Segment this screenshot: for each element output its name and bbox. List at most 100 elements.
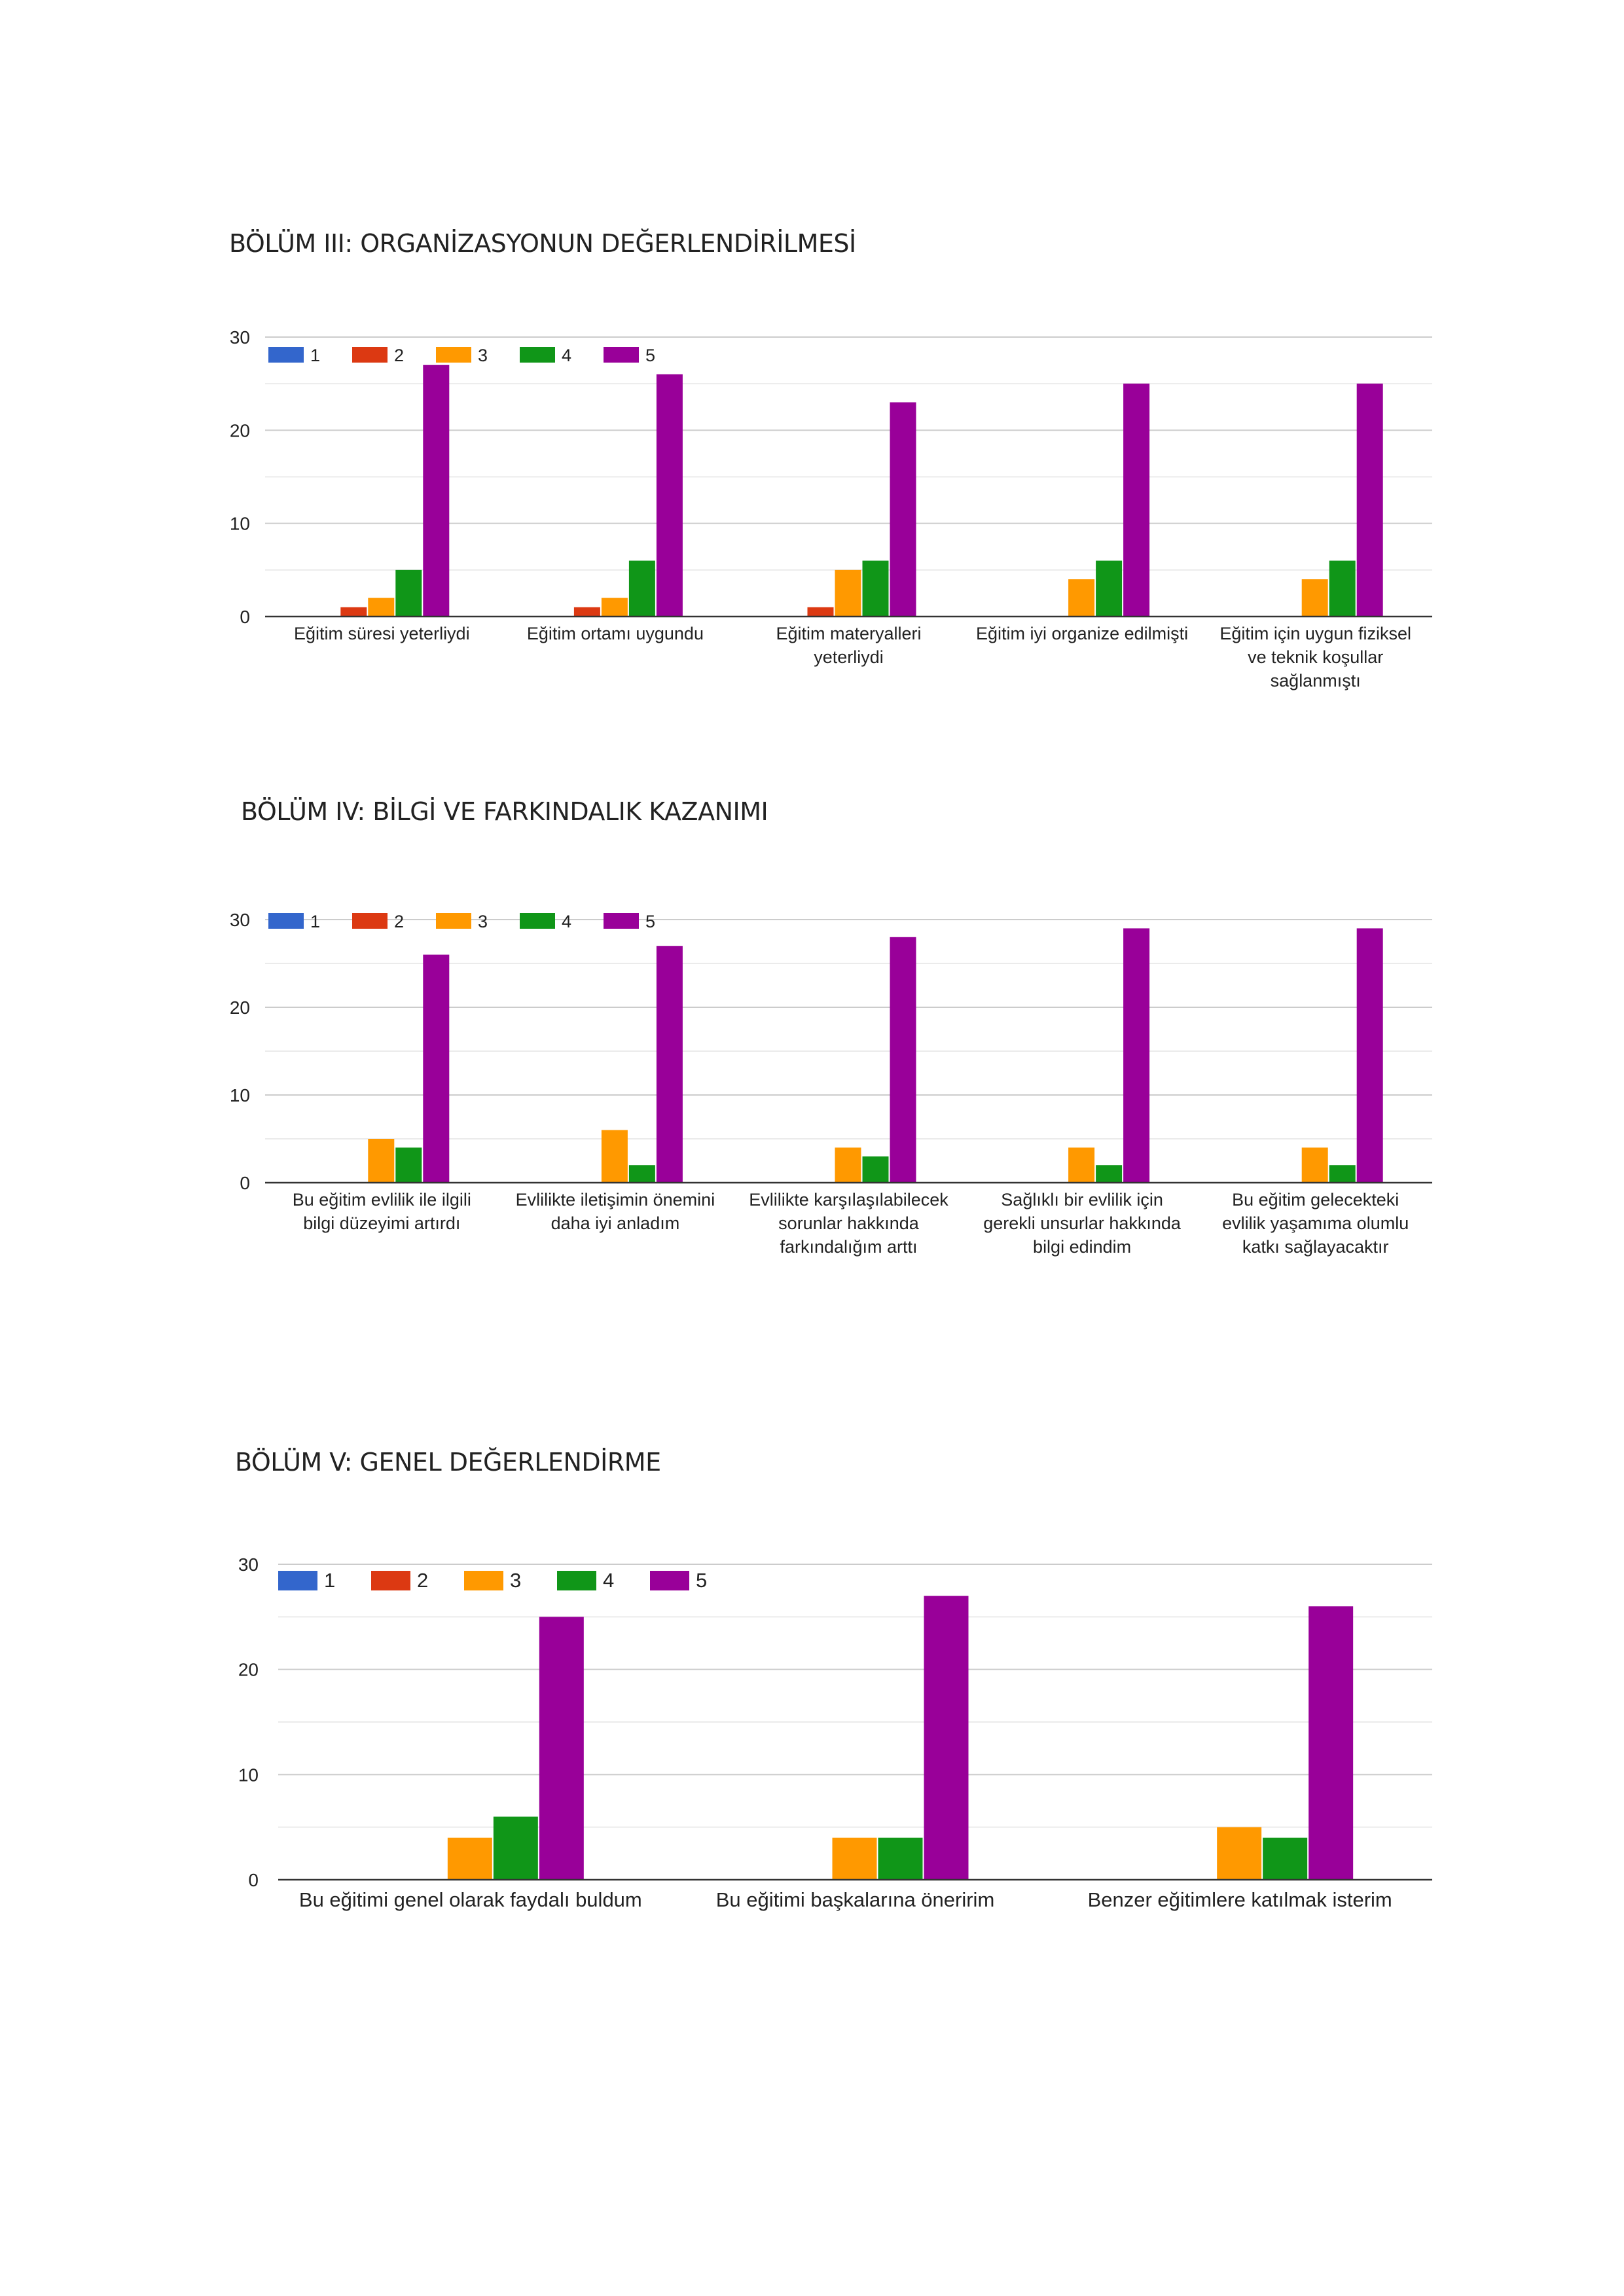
legend-label-5: 5 [645, 346, 655, 365]
category-label-line: bilgi düzeyimi artırdı [303, 1213, 460, 1233]
legend-label-1: 1 [310, 346, 320, 365]
bar-series-5 [1123, 928, 1150, 1183]
bar-series-5 [924, 1596, 969, 1880]
category-label-line: Benzer eğitimlere katılmak isterim [1088, 1888, 1392, 1911]
chart-knowledge: 0 10 20 30 Bu eğitim evlilik ile ilgili bilgi… [230, 910, 1432, 1257]
category-label: Eğitim için uygun fiziksel ve teknik koşu… [1219, 624, 1411, 691]
bar-series-4 [862, 560, 889, 617]
legend-swatch-5 [604, 347, 639, 363]
legend-swatch-3 [436, 913, 471, 929]
y-tick-label: 10 [230, 514, 250, 534]
bar-series-4 [878, 1837, 923, 1880]
bar-series-3 [601, 1130, 628, 1183]
bar-series-3 [1068, 579, 1095, 617]
category-label-line: Bu eğitim gelecekteki [1232, 1190, 1399, 1210]
y-tick-label: 0 [240, 607, 250, 627]
legend-label-1: 1 [324, 1569, 335, 1592]
category-label-line: Eğitim iyi organize edilmişti [976, 624, 1188, 643]
section-title-4: BÖLÜM IV: BİLGİ VE FARKINDALIK KAZANIMI [241, 797, 768, 826]
category-label: Evlilikte iletişimin önemini daha iyi anl… [516, 1190, 715, 1233]
category-label: Sağlıklı bir evlilik için gerekli unsurla… [983, 1190, 1182, 1257]
category-label-line: daha iyi anladım [551, 1213, 680, 1233]
legend-swatch-4 [520, 913, 555, 929]
bar-series-2 [573, 607, 600, 617]
bar-series-2 [340, 607, 367, 617]
legend-label-3: 3 [510, 1569, 521, 1592]
category-label: Eğitim materyalleri yeterliydi [776, 624, 921, 667]
category-label-line: Bu eğitimi genel olarak faydalı buldum [299, 1888, 642, 1911]
y-tick-label: 0 [248, 1870, 259, 1890]
category-label-line: Bu eğitimi başkalarına öneririm [716, 1888, 995, 1911]
bar-series-5 [423, 954, 450, 1183]
legend-label-2: 2 [394, 912, 404, 931]
category-label-line: yeterliydi [814, 647, 884, 667]
legend-swatch-2 [352, 347, 388, 363]
bar-series-4 [1263, 1837, 1308, 1880]
legend-label-3: 3 [478, 346, 488, 365]
bar-series-5 [1123, 384, 1150, 617]
category-label-line: Sağlıklı bir evlilik için [1001, 1190, 1163, 1210]
bar-series-5 [423, 365, 450, 617]
legend-label-2: 2 [394, 346, 404, 365]
y-tick-label: 30 [230, 910, 250, 930]
category-label: Evlilikte karşılaşılabilecek sorunlar hak… [749, 1190, 948, 1257]
bar-series-4 [395, 569, 422, 617]
legend-swatch-4 [557, 1571, 596, 1590]
bar-series-5 [890, 937, 916, 1183]
bar-series-5 [656, 374, 683, 617]
bar-series-3 [835, 1147, 861, 1183]
bar-series-4 [1329, 1165, 1356, 1183]
bar-series-3 [368, 598, 395, 617]
category-label-line: Bu eğitim evlilik ile ilgili [293, 1190, 471, 1210]
y-tick-label: 10 [230, 1085, 250, 1105]
bar-series-4 [1329, 560, 1356, 617]
category-label-line: gerekli unsurlar hakkında [983, 1213, 1182, 1233]
category-label-line: Eğitim ortamı uygundu [527, 624, 704, 643]
category-label-line: Eğitim materyalleri [776, 624, 921, 643]
legend-label-4: 4 [562, 346, 571, 365]
y-tick-label: 30 [230, 327, 250, 348]
category-label-line: Evlilikte karşılaşılabilecek [749, 1190, 948, 1210]
y-tick-label: 10 [238, 1765, 259, 1785]
category-label-line: farkındalığım arttı [780, 1237, 917, 1257]
bar-series-3 [368, 1139, 395, 1183]
chart-organization: 0 10 20 30 Eğitim süresi yeterliydi Eğitim or… [230, 327, 1432, 691]
category-label-line: sorunlar hakkında [778, 1213, 920, 1233]
category-label-line: Eğitim için uygun fiziksel [1219, 624, 1411, 643]
bar-series-4 [1096, 1165, 1123, 1183]
legend-swatch-3 [436, 347, 471, 363]
bar-series-3 [832, 1837, 877, 1880]
bar-series-3 [1217, 1827, 1262, 1880]
bar-series-3 [1301, 1147, 1328, 1183]
bar-series-5 [890, 402, 916, 617]
bar-series-4 [395, 1147, 422, 1183]
section-title-3: BÖLÜM III: ORGANİZASYONUN DEĞERLENDİRİLM… [229, 229, 856, 258]
legend-label-1: 1 [310, 912, 320, 931]
category-label: Eğitim süresi yeterliydi [294, 624, 470, 643]
legend-swatch-3 [464, 1571, 503, 1590]
legend-label-5: 5 [696, 1569, 707, 1592]
legend-label-2: 2 [417, 1569, 428, 1592]
category-label: Benzer eğitimlere katılmak isterim [1088, 1888, 1392, 1911]
legend-swatch-1 [268, 913, 304, 929]
category-label-line: sağlanmıştı [1271, 671, 1361, 691]
bar-series-5 [539, 1617, 584, 1880]
bar-series-2 [807, 607, 834, 617]
legend-swatch-1 [268, 347, 304, 363]
category-label: Bu eğitim gelecekteki evlilik yaşamıma ol… [1222, 1190, 1409, 1257]
section-title-5: BÖLÜM V: GENEL DEĞERLENDİRME [235, 1448, 661, 1477]
y-tick-label: 20 [238, 1660, 259, 1680]
category-label-line: katkı sağlayacaktır [1242, 1237, 1389, 1257]
category-label: Bu eğitimi başkalarına öneririm [716, 1888, 995, 1911]
bar-series-5 [656, 946, 683, 1183]
category-label-line: Eğitim süresi yeterliydi [294, 624, 470, 643]
bar-series-3 [835, 569, 861, 617]
bar-series-3 [1068, 1147, 1095, 1183]
bar-series-3 [1301, 579, 1328, 617]
y-tick-label: 20 [230, 420, 250, 440]
legend-swatch-2 [371, 1571, 410, 1590]
bar-series-4 [862, 1156, 889, 1183]
bar-series-5 [1356, 928, 1383, 1183]
category-label-line: ve teknik koşullar [1248, 647, 1383, 667]
legend-label-5: 5 [645, 912, 655, 931]
